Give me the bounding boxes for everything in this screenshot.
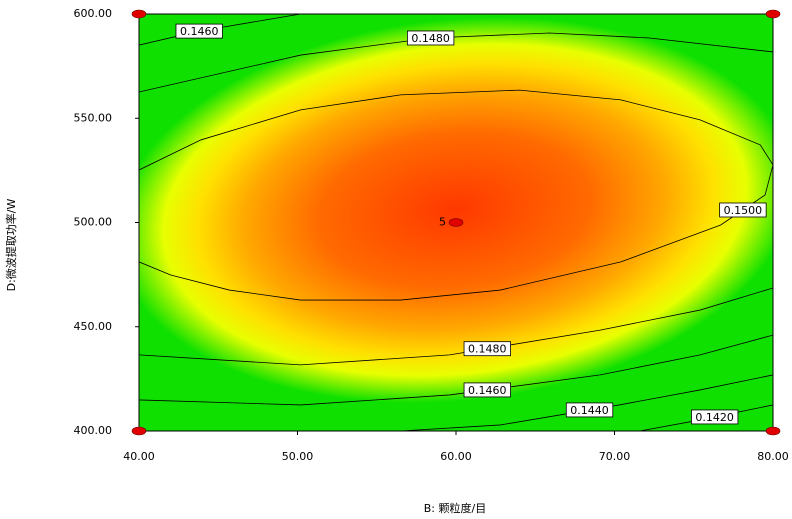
contour-label-text: 0.1500 xyxy=(724,204,763,217)
y-tick-label: 500.00 xyxy=(74,216,113,229)
contour-label-text: 0.1480 xyxy=(411,32,450,45)
design-point xyxy=(131,9,147,19)
x-tick-label: 40.00 xyxy=(123,450,155,463)
contour-line xyxy=(139,89,773,301)
contour-line xyxy=(139,334,773,406)
contour-line xyxy=(139,287,773,366)
design-point xyxy=(131,426,147,436)
contour-label-box xyxy=(691,409,739,425)
replicate-count: 5 xyxy=(439,216,446,229)
contour-label-text: 0.1420 xyxy=(695,411,734,424)
x-tick-label: 80.00 xyxy=(757,450,789,463)
contour-label-box xyxy=(463,341,511,357)
contour-label-box xyxy=(565,402,614,418)
contour-label-box xyxy=(463,382,511,398)
contour-label-box xyxy=(175,23,223,39)
x-axis-label: B: 颗粒度/目 xyxy=(424,501,486,515)
contour-label: 0.1420 xyxy=(691,409,739,425)
contour-label-text: 0.1460 xyxy=(468,384,507,397)
contour-line xyxy=(400,374,773,431)
y-tick-label: 600.00 xyxy=(74,7,113,20)
y-tick-label: 400.00 xyxy=(74,424,113,437)
contour-label-text: 0.1460 xyxy=(180,25,219,38)
x-tick-label: 50.00 xyxy=(282,450,314,463)
contour-label-box xyxy=(406,30,455,46)
contour-line xyxy=(139,32,773,93)
contour-label: 0.1480 xyxy=(463,341,511,357)
contour-label-text: 0.1440 xyxy=(570,404,609,417)
contour-label-text: 0.1480 xyxy=(468,343,507,356)
contour-label: 0.1500 xyxy=(719,202,767,218)
design-point xyxy=(765,9,781,19)
contour-label: 0.1440 xyxy=(565,402,614,418)
contour-label: 0.1460 xyxy=(175,23,223,39)
design-point xyxy=(765,426,781,436)
y-tick-label: 550.00 xyxy=(74,111,113,124)
x-tick-label: 60.00 xyxy=(440,450,472,463)
contour-label: 0.1480 xyxy=(406,30,455,46)
contour-layer xyxy=(139,14,773,431)
contour-label: 0.1460 xyxy=(463,382,511,398)
contour-label-box xyxy=(719,202,767,218)
x-tick-label: 70.00 xyxy=(599,450,631,463)
y-axis-label: D:微波提取功率/W xyxy=(4,199,18,292)
y-tick-label: 450.00 xyxy=(74,320,113,333)
center-point xyxy=(448,218,464,227)
